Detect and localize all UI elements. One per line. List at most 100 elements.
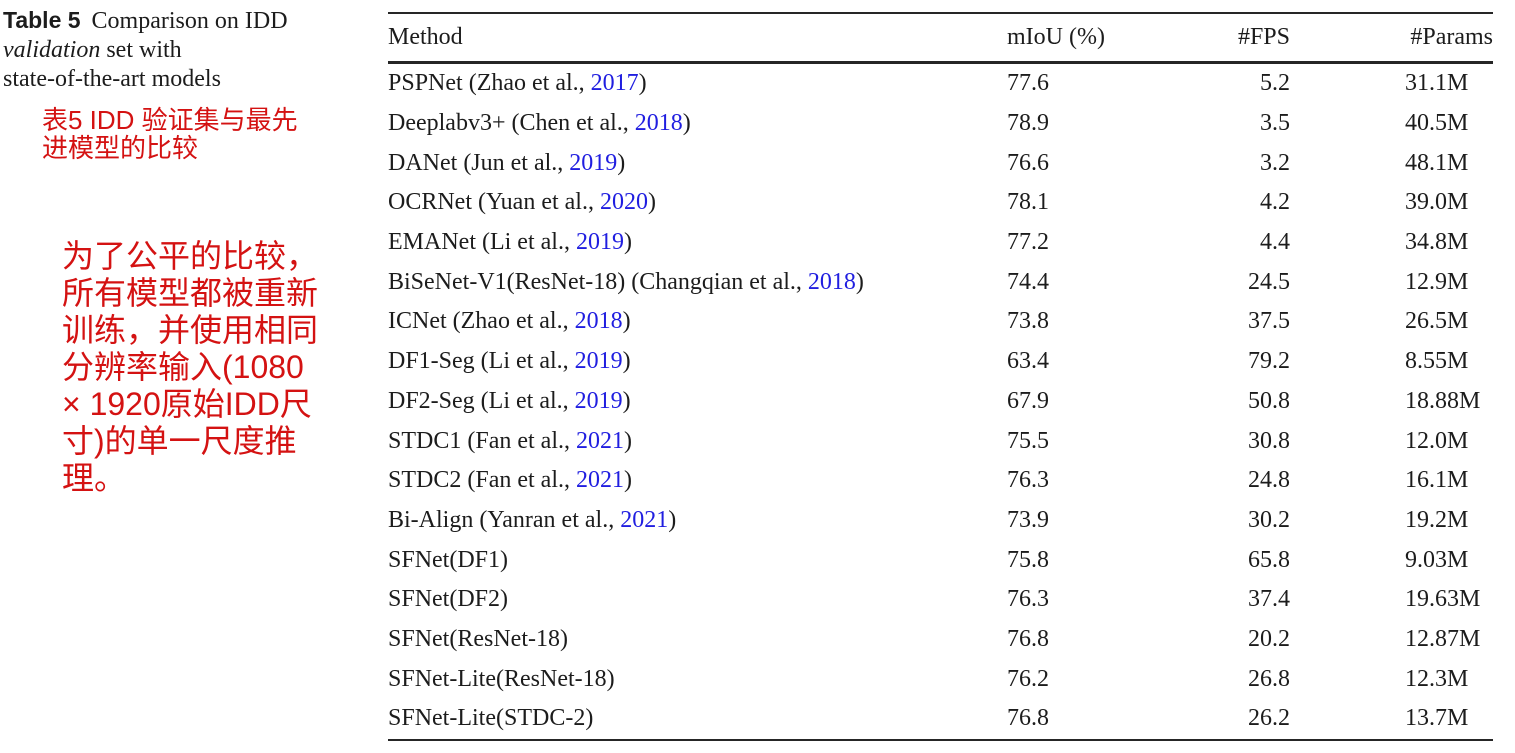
table-note-chinese-translation: 为了公平的比较， 所有模型都被重新 训练，并使用相同 分辨率输入(1080 × …: [62, 238, 319, 496]
table-row: SFNet-Lite(ResNet-18) 76.2 26.8 12.3M: [388, 659, 1493, 699]
citation-year-link[interactable]: 2019: [575, 229, 624, 256]
miou-cell: 76.6: [1007, 149, 1049, 176]
method-name: DANet (Jun et al.,: [388, 149, 570, 176]
params-cell: 16.1M: [1405, 467, 1469, 494]
miou-cell: 74.4: [1007, 268, 1049, 295]
method-cell: PSPNet (Zhao et al., 2017): [388, 70, 1007, 97]
method-cell: STDC2 (Fan et al., 2021): [388, 467, 1007, 494]
citation-year-link[interactable]: 2021: [575, 427, 624, 454]
method-name: ICNet (Zhao et al.,: [388, 308, 575, 335]
caption-title-part2: set with: [100, 37, 182, 63]
citation-year-link[interactable]: 2019: [574, 348, 623, 375]
miou-cell: 75.8: [1007, 546, 1049, 573]
params-cell: 9.03M: [1405, 546, 1469, 573]
method-cell: DF2-Seg (Li et al., 2019): [388, 388, 1007, 415]
method-cell: DANet (Jun et al., 2019): [388, 150, 1007, 177]
params-cell: 12.3M: [1405, 665, 1469, 692]
params-cell: 34.8M: [1405, 229, 1469, 256]
citation-year-link[interactable]: 2021: [575, 467, 624, 494]
method-cell: OCRNet (Yuan et al., 2020): [388, 189, 1007, 216]
miou-cell: 73.9: [1007, 506, 1049, 533]
method-name: SFNet(DF1): [388, 546, 509, 573]
method-cell: DF1-Seg (Li et al., 2019): [388, 348, 1007, 375]
method-cell: SFNet-Lite(ResNet-18): [388, 666, 1007, 693]
table-row: BiSeNet-V1(ResNet-18) (Changqian et al.,…: [388, 262, 1493, 302]
table-row: EMANet (Li et al., 2019) 77.2 4.4 34.8M: [388, 223, 1493, 263]
params-cell: 39.0M: [1405, 189, 1469, 216]
table-caption-chinese-translation: 表5 IDD 验证集与最先 进模型的比较: [42, 105, 298, 163]
fps-cell: 37.4: [1248, 586, 1290, 613]
params-cell: 19.63M: [1405, 586, 1481, 613]
params-cell: 26.5M: [1405, 308, 1469, 335]
citation-year-link[interactable]: 2018: [574, 308, 623, 335]
params-cell: 18.88M: [1405, 387, 1481, 414]
miou-cell: 67.9: [1007, 387, 1049, 414]
citation-year-link[interactable]: 2017: [590, 70, 639, 97]
miou-cell: 76.3: [1007, 586, 1049, 613]
params-cell: 40.5M: [1405, 110, 1469, 137]
params-cell: 8.55M: [1405, 348, 1469, 375]
method-suffix: ): [638, 70, 647, 97]
params-cell: 12.9M: [1405, 268, 1469, 295]
params-cell: 48.1M: [1405, 149, 1469, 176]
fps-cell: 30.2: [1248, 506, 1290, 533]
table-body: PSPNet (Zhao et al., 2017) 77.6 5.2 31.1M De…: [388, 64, 1493, 741]
method-cell: SFNet(DF1): [388, 547, 1007, 574]
table-row: SFNet(DF1) 75.8 65.8 9.03M: [388, 540, 1493, 580]
miou-cell: 78.9: [1007, 110, 1049, 137]
caption-title-part1: Comparison on IDD: [91, 8, 288, 34]
params-cell: 12.87M: [1405, 625, 1481, 652]
fps-cell: 20.2: [1248, 625, 1290, 652]
fps-cell: 24.8: [1248, 467, 1290, 494]
table-row: DANet (Jun et al., 2019) 76.6 3.2 48.1M: [388, 143, 1493, 183]
method-cell: STDC1 (Fan et al., 2021): [388, 428, 1007, 455]
miou-cell: 76.8: [1007, 625, 1049, 652]
table-row: SFNet(ResNet-18) 76.8 20.2 12.87M: [388, 620, 1493, 660]
table-row: PSPNet (Zhao et al., 2017) 77.6 5.2 31.1M: [388, 64, 1493, 104]
method-cell: EMANet (Li et al., 2019): [388, 229, 1007, 256]
caption-line-1: Table 5 Comparison on IDD: [3, 6, 363, 36]
fps-cell: 65.8: [1248, 546, 1290, 573]
caption-line-3: state-of-the-art models: [3, 65, 363, 94]
miou-cell: 77.6: [1007, 70, 1049, 97]
method-name: DF2-Seg (Li et al.,: [388, 387, 575, 414]
table-row: STDC2 (Fan et al., 2021) 76.3 24.8 16.1M: [388, 461, 1493, 501]
table-row: DF1-Seg (Li et al., 2019) 63.4 79.2 8.55M: [388, 342, 1493, 382]
table-header-row: Method mIoU (%) #FPS #Params: [388, 14, 1493, 64]
method-suffix: ): [647, 189, 656, 216]
method-cell: Bi-Align (Yanran et al., 2021): [388, 507, 1007, 534]
fps-cell: 30.8: [1248, 427, 1290, 454]
citation-year-link[interactable]: 2021: [620, 506, 669, 533]
table-row: DF2-Seg (Li et al., 2019) 67.9 50.8 18.88M: [388, 382, 1493, 422]
fps-cell: 79.2: [1248, 348, 1290, 375]
method-name: EMANet (Li et al.,: [388, 229, 576, 256]
citation-year-link[interactable]: 2018: [634, 110, 683, 137]
method-suffix: ): [668, 506, 677, 533]
table-row: Deeplabv3+ (Chen et al., 2018) 78.9 3.5 40.…: [388, 104, 1493, 144]
params-cell: 12.0M: [1405, 427, 1469, 454]
fps-cell: 4.4: [1260, 229, 1290, 256]
caption-title-part3: state-of-the-art models: [3, 66, 221, 92]
table-row: SFNet(DF2) 76.3 37.4 19.63M: [388, 580, 1493, 620]
fps-cell: 26.8: [1248, 665, 1290, 692]
fps-cell: 5.2: [1260, 70, 1290, 97]
caption-line-2: validation set with: [3, 36, 363, 65]
method-name: STDC1 (Fan et al.,: [388, 427, 576, 454]
miou-cell: 75.5: [1007, 427, 1049, 454]
citation-year-link[interactable]: 2019: [569, 149, 618, 176]
table-number-label: Table 5: [3, 7, 81, 33]
fps-cell: 3.5: [1260, 110, 1290, 137]
citation-year-link[interactable]: 2018: [807, 268, 856, 295]
fps-cell: 37.5: [1248, 308, 1290, 335]
miou-cell: 78.1: [1007, 189, 1049, 216]
miou-cell: 76.3: [1007, 467, 1049, 494]
method-suffix: ): [682, 110, 691, 137]
method-suffix: ): [622, 308, 631, 335]
citation-year-link[interactable]: 2020: [599, 189, 648, 216]
citation-year-link[interactable]: 2019: [574, 387, 623, 414]
fps-cell: 50.8: [1248, 387, 1290, 414]
table-row: Bi-Align (Yanran et al., 2021) 73.9 30.2 19…: [388, 501, 1493, 541]
header-params: #Params: [1410, 24, 1493, 50]
method-suffix: ): [623, 427, 632, 454]
method-name: Bi-Align (Yanran et al.,: [388, 506, 621, 533]
